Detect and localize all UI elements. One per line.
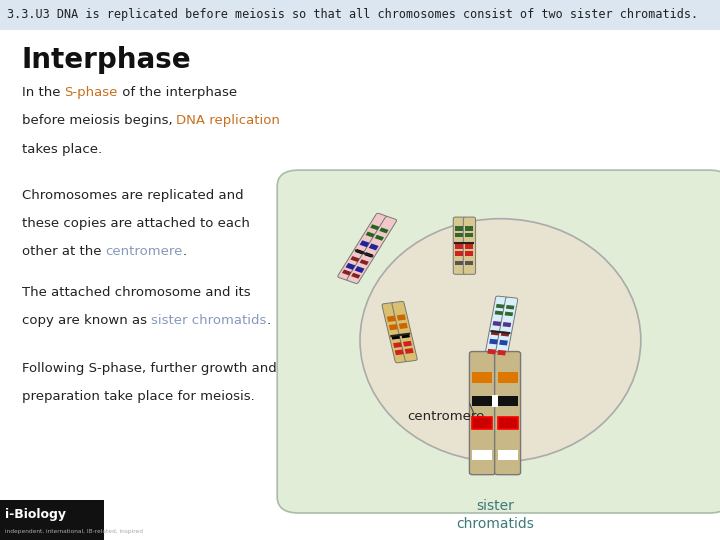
Bar (501, 332, 510, 336)
Bar (403, 341, 412, 347)
Bar (466, 226, 474, 231)
Bar (351, 256, 360, 262)
Bar (387, 315, 396, 322)
Text: copy are known as: copy are known as (22, 314, 151, 327)
Bar (392, 335, 400, 340)
Bar (374, 235, 384, 241)
Bar (472, 450, 492, 460)
Bar (498, 372, 518, 383)
Text: Following S-phase, further growth and: Following S-phase, further growth and (22, 362, 276, 375)
Bar (351, 273, 361, 279)
Text: preparation take place for meiosis.: preparation take place for meiosis. (22, 390, 254, 403)
FancyBboxPatch shape (382, 303, 408, 363)
Bar (346, 263, 356, 270)
Bar (492, 321, 501, 326)
FancyBboxPatch shape (338, 213, 387, 280)
Bar (496, 304, 505, 308)
Bar (397, 314, 406, 321)
Bar (472, 396, 518, 406)
Text: .: . (266, 314, 270, 327)
Text: of the interphase: of the interphase (118, 86, 237, 99)
Bar (366, 232, 375, 238)
Bar (456, 226, 464, 231)
Text: sister
chromatids: sister chromatids (456, 500, 534, 531)
Bar (370, 224, 379, 230)
Ellipse shape (360, 219, 641, 462)
Bar (499, 340, 508, 346)
Bar (389, 324, 398, 330)
Bar (456, 244, 464, 249)
Text: 3.3.U3 DNA is replicated before meiosis so that all chromosomes consist of two s: 3.3.U3 DNA is replicated before meiosis … (7, 8, 698, 22)
Bar (401, 334, 410, 338)
Bar (379, 227, 389, 233)
Bar (355, 266, 364, 273)
FancyBboxPatch shape (493, 297, 518, 368)
Bar (487, 349, 496, 354)
Bar (505, 312, 513, 316)
Bar (395, 349, 404, 355)
Text: In the: In the (22, 86, 64, 99)
Bar (491, 330, 500, 335)
Text: S-phase: S-phase (64, 86, 118, 99)
Bar (466, 261, 474, 265)
Text: Interphase: Interphase (22, 46, 192, 74)
Text: i-Biology: i-Biology (5, 508, 66, 522)
Bar (506, 305, 514, 309)
FancyBboxPatch shape (454, 217, 466, 274)
FancyBboxPatch shape (495, 352, 521, 475)
Bar (498, 417, 518, 429)
Bar (503, 322, 511, 327)
Text: DNA replication: DNA replication (176, 114, 280, 127)
Bar (495, 310, 503, 315)
Bar (405, 348, 413, 354)
Text: centromere: centromere (407, 410, 484, 423)
Bar (399, 323, 408, 329)
Text: .: . (183, 245, 187, 258)
FancyBboxPatch shape (277, 170, 720, 513)
FancyBboxPatch shape (469, 352, 495, 475)
FancyBboxPatch shape (483, 296, 508, 367)
Bar (472, 417, 492, 429)
Bar (342, 269, 351, 275)
Bar (0, 0, 720, 30)
Bar (498, 350, 506, 355)
Text: takes place.: takes place. (22, 143, 102, 156)
Bar (489, 339, 498, 345)
Bar (456, 261, 464, 265)
Bar (466, 251, 474, 256)
FancyBboxPatch shape (464, 217, 476, 274)
Bar (359, 259, 369, 265)
Bar (369, 244, 379, 251)
Bar (456, 233, 464, 237)
Bar (393, 342, 402, 348)
Text: centromere: centromere (105, 245, 183, 258)
FancyBboxPatch shape (347, 217, 397, 284)
Text: sister chromatids: sister chromatids (151, 314, 266, 327)
Text: Chromosomes are replicated and: Chromosomes are replicated and (22, 189, 243, 202)
Bar (364, 252, 373, 258)
Bar (466, 233, 474, 237)
Text: these copies are attached to each: these copies are attached to each (22, 217, 249, 230)
Bar (492, 395, 498, 407)
Bar (498, 450, 518, 460)
Text: independent, international, IB-related, inspired: independent, international, IB-related, … (5, 529, 143, 534)
Bar (472, 372, 492, 383)
Bar (359, 240, 369, 247)
Bar (355, 249, 364, 254)
Text: other at the: other at the (22, 245, 105, 258)
Bar (0, 500, 104, 540)
Bar (466, 244, 474, 249)
FancyBboxPatch shape (392, 301, 417, 361)
Text: The attached chromosome and its: The attached chromosome and its (22, 286, 251, 299)
Bar (456, 251, 464, 256)
Text: before meiosis begins,: before meiosis begins, (22, 114, 176, 127)
